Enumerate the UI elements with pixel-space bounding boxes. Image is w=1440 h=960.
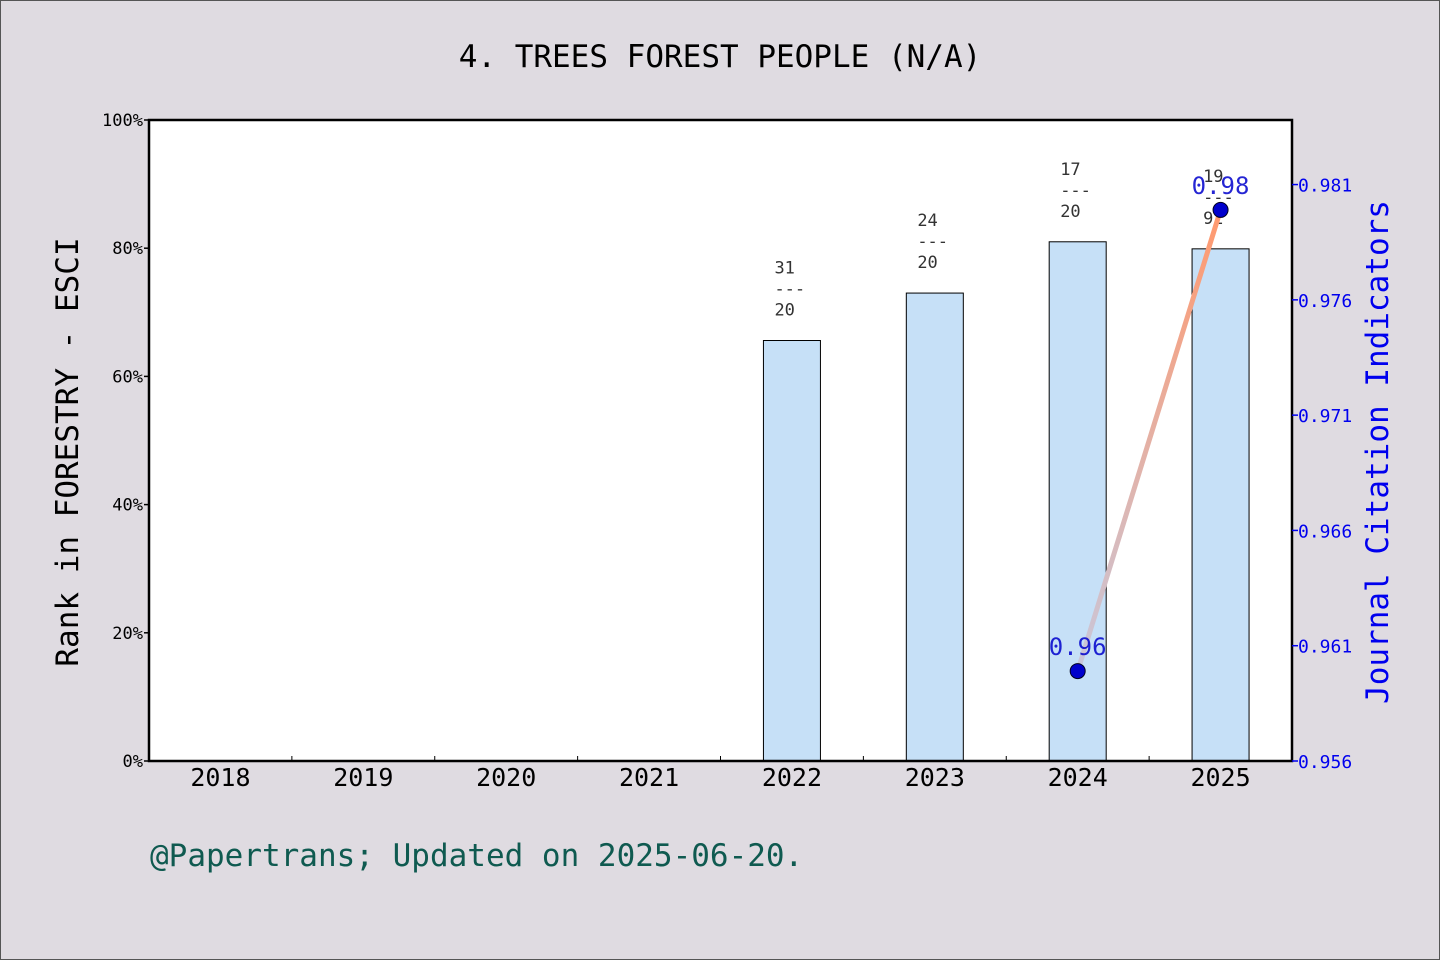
y-tick-label: 60% <box>112 367 143 387</box>
x-tick-label: 2025 <box>1190 763 1250 792</box>
jci-point-2024 <box>1069 663 1086 680</box>
jci-point-label-2024: 0.96 <box>1049 633 1107 661</box>
bar-label-bottom-2024: 20 <box>1060 202 1080 222</box>
bar-2025 <box>1191 248 1250 762</box>
y2-tick-label: 0.961 <box>1298 637 1352 658</box>
x-tick-label: 2020 <box>476 763 536 792</box>
bar-label-mid-2023: --- <box>917 232 948 252</box>
y-axis-label: Rank in FORESTRY - ESCI <box>50 237 86 666</box>
y2-tick-label: 0.976 <box>1298 291 1352 312</box>
jci-point-label-2025: 0.98 <box>1192 172 1250 200</box>
bar-label-top-2025: 19 <box>1203 167 1223 187</box>
bar-label-bottom-2023: 20 <box>917 253 937 273</box>
y-tick-label: 80% <box>112 239 143 259</box>
plot-area <box>149 120 1292 761</box>
bar-label-bottom-2022: 20 <box>774 301 794 321</box>
bar-2022 <box>762 340 821 762</box>
y-tick-label: 0% <box>123 752 143 772</box>
bar-label-top-2024: 17 <box>1060 160 1080 180</box>
y2-axis-label: Journal Citation Indicators <box>1360 200 1396 704</box>
bar-label-mid-2025: --- <box>1203 188 1234 208</box>
bar-2023 <box>905 292 964 762</box>
bar-label-mid-2022: --- <box>774 280 805 300</box>
y2-tick-label: 0.971 <box>1298 406 1352 427</box>
y2-tick-label: 0.966 <box>1298 521 1352 542</box>
footer-text: @Papertrans; Updated on 2025-06-20. <box>150 838 803 874</box>
y-tick-label: 20% <box>112 624 143 644</box>
x-tick-label: 2019 <box>333 763 393 792</box>
bar-label-mid-2024: --- <box>1060 181 1091 201</box>
bar-label-top-2022: 31 <box>774 259 794 279</box>
x-tick-label: 2024 <box>1048 763 1108 792</box>
y2-tick-label: 0.981 <box>1298 176 1352 197</box>
y2-tick-label: 0.956 <box>1298 752 1352 773</box>
chart-title: 4. TREES FOREST PEOPLE (N/A) <box>459 39 982 75</box>
x-tick-label: 2022 <box>762 763 822 792</box>
bar-2024 <box>1048 241 1107 762</box>
jci-line <box>1075 207 1224 674</box>
x-tick-label: 2021 <box>619 763 679 792</box>
y-tick-label: 40% <box>112 496 143 516</box>
jci-point-2025 <box>1212 201 1229 218</box>
x-tick-label: 2018 <box>190 763 250 792</box>
x-tick-label: 2023 <box>905 763 965 792</box>
y-tick-label: 100% <box>102 111 143 131</box>
bar-label-top-2023: 24 <box>917 211 937 231</box>
